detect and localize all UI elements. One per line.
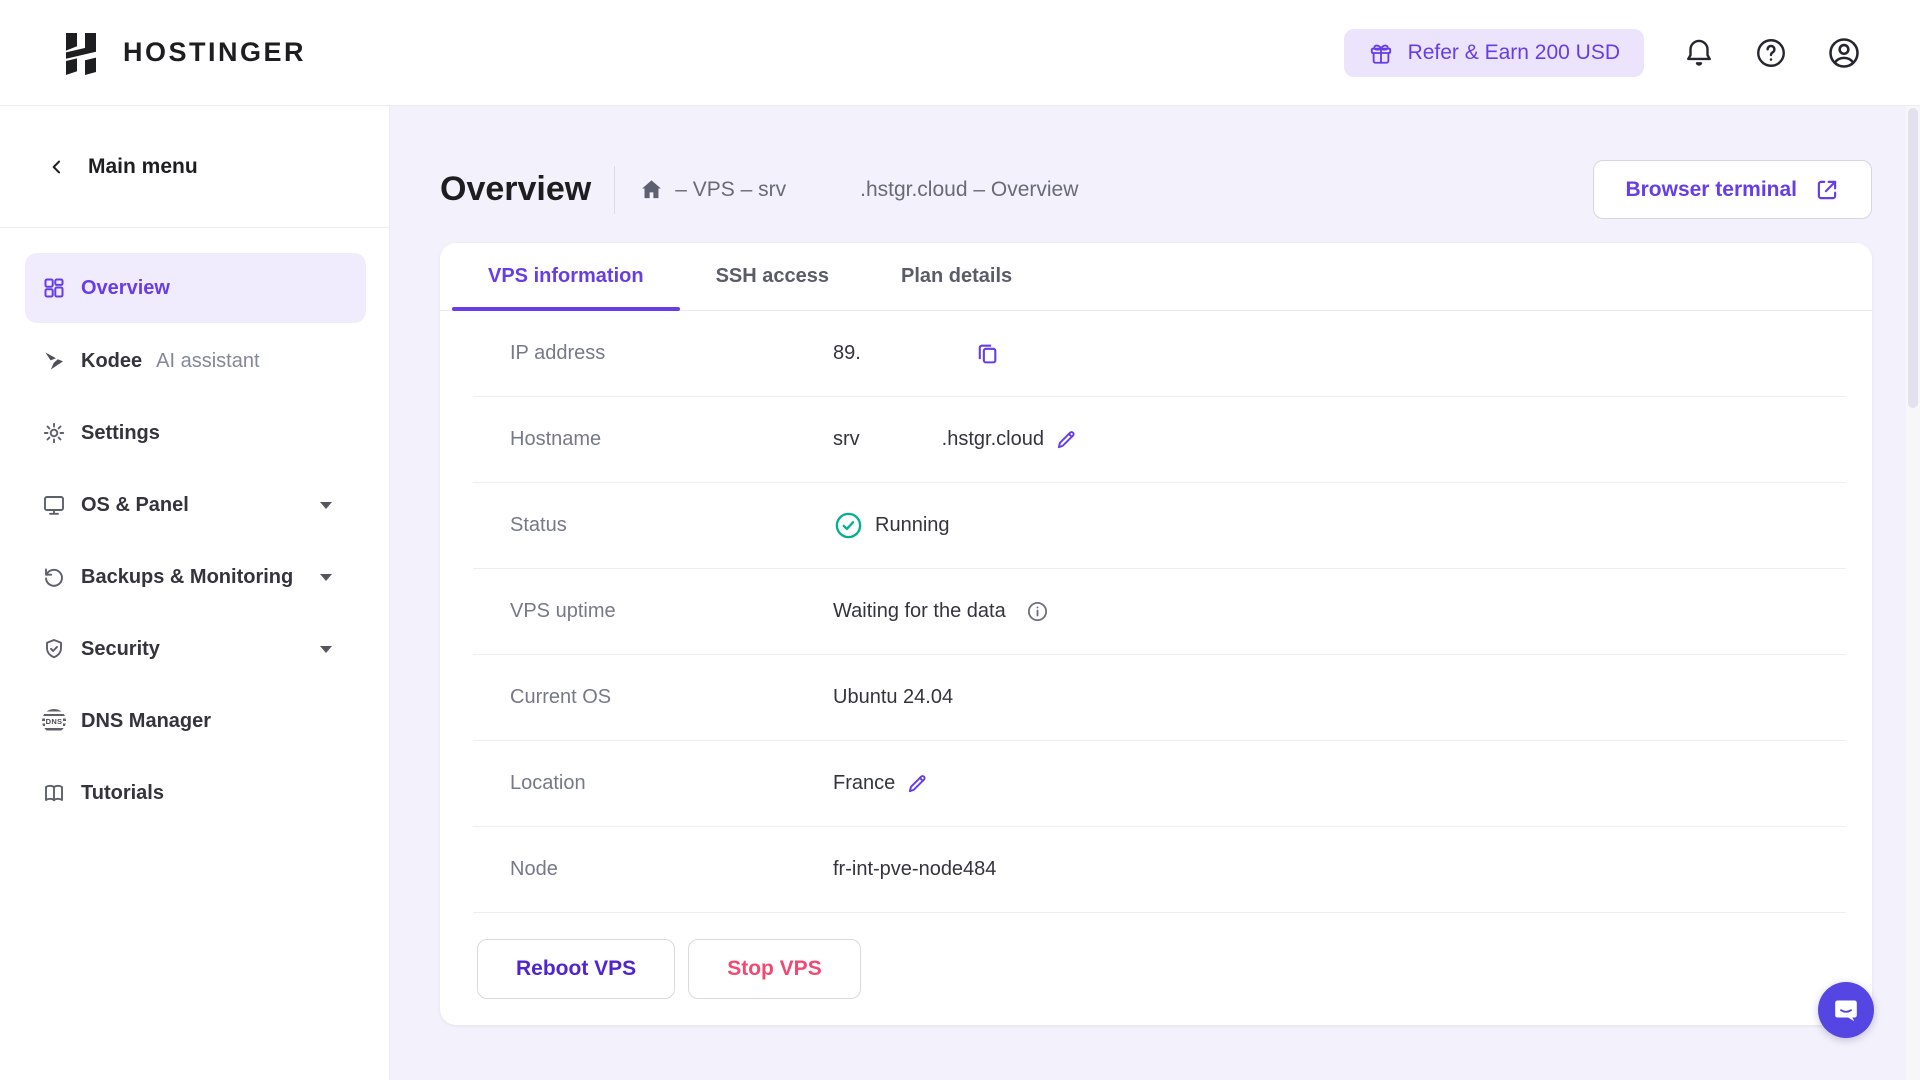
tab-bar: VPS information SSH access Plan details (440, 243, 1872, 311)
copy-icon[interactable] (975, 341, 1000, 366)
current-os-value: Ubuntu 24.04 (833, 686, 954, 708)
row-label: VPS uptime (510, 600, 616, 622)
vps-information-card: VPS information SSH access Plan details … (440, 243, 1872, 1025)
chat-bubble-icon (1831, 995, 1861, 1025)
monitor-icon (42, 493, 66, 517)
sidebar-item-label: Tutorials (81, 781, 164, 804)
hostinger-h-mark-icon (57, 29, 105, 77)
row-node: Node fr-int-pve-node484 (473, 827, 1846, 913)
row-label: IP address (510, 342, 606, 364)
main-menu-label: Main menu (88, 154, 198, 178)
row-label: Hostname (510, 428, 602, 450)
refer-earn-button[interactable]: Refer & Earn 200 USD (1343, 28, 1644, 77)
row-vps-uptime: VPS uptime Waiting for the data (473, 569, 1846, 655)
page-header: Overview – VPS – srv .hstgr.cloud – Over… (390, 106, 1920, 243)
dashboard-grid-icon (42, 276, 66, 300)
chevron-down-icon (320, 645, 332, 653)
header-divider (614, 165, 616, 214)
tab-vps-information[interactable]: VPS information (452, 243, 680, 311)
edit-pencil-icon[interactable] (1055, 428, 1078, 451)
sidebar-item-label: Kodee (81, 349, 143, 372)
browser-terminal-button[interactable]: Browser terminal (1593, 160, 1872, 219)
sidebar-item-label: Backups & Monitoring (81, 565, 294, 588)
gear-icon (42, 421, 66, 445)
node-value: fr-int-pve-node484 (833, 858, 997, 880)
breadcrumb-segment: .hstgr.cloud – Overview (860, 177, 1079, 201)
location-value: France (833, 772, 896, 794)
book-icon (42, 781, 66, 805)
account-button[interactable] (1826, 35, 1862, 71)
row-current-os: Current OS Ubuntu 24.04 (473, 655, 1846, 741)
hostinger-logo[interactable]: HOSTINGER (57, 29, 306, 77)
refer-earn-label: Refer & Earn 200 USD (1407, 40, 1620, 64)
stop-vps-button[interactable]: Stop VPS (688, 939, 861, 999)
status-value: Running (875, 514, 950, 536)
main-menu-back-link[interactable]: Main menu (0, 106, 389, 228)
info-icon[interactable] (1026, 600, 1049, 623)
profile-icon (1826, 35, 1862, 71)
row-status: Status Running (473, 483, 1846, 569)
tab-label: VPS information (488, 265, 644, 287)
tab-ssh-access[interactable]: SSH access (680, 243, 865, 310)
notifications-button[interactable] (1682, 36, 1716, 70)
row-label: Location (510, 772, 586, 794)
shield-check-icon (42, 637, 66, 661)
sidebar-item-backups-monitoring[interactable]: Backups & Monitoring (25, 541, 366, 613)
help-button[interactable] (1754, 36, 1788, 70)
sidebar-item-label: Settings (81, 421, 160, 444)
tab-label: SSH access (715, 265, 829, 287)
bell-icon (1682, 36, 1716, 70)
external-link-icon (1814, 177, 1840, 203)
question-mark-icon (1754, 36, 1788, 70)
card-actions: Reboot VPS Stop VPS (440, 913, 1872, 999)
reboot-vps-button[interactable]: Reboot VPS (477, 939, 676, 999)
edit-pencil-icon[interactable] (906, 772, 929, 795)
row-label: Status (510, 514, 567, 536)
restore-icon (42, 565, 66, 589)
uptime-value: Waiting for the data (833, 600, 1006, 622)
ip-address-value: 89. (833, 342, 861, 364)
tab-plan-details[interactable]: Plan details (865, 243, 1048, 310)
hostname-prefix: srv (833, 428, 860, 450)
row-hostname: Hostname srv .hstgr.cloud (473, 397, 1846, 483)
sidebar-nav: Overview Kodee AI assistant Settings (0, 228, 389, 829)
sidebar-item-label: OS & Panel (81, 493, 189, 516)
sidebar-item-label: DNS Manager (81, 709, 212, 732)
breadcrumb: – VPS – srv .hstgr.cloud – Overview (639, 177, 1078, 202)
sidebar-item-os-panel[interactable]: OS & Panel (25, 469, 366, 541)
chevron-left-icon (47, 157, 67, 177)
gift-icon (1368, 40, 1394, 66)
sidebar-item-overview[interactable]: Overview (25, 253, 366, 323)
page-title: Overview (440, 170, 592, 208)
chevron-down-icon (320, 573, 332, 581)
scrollbar-thumb[interactable] (1908, 108, 1918, 408)
sidebar-item-settings[interactable]: Settings (25, 397, 366, 469)
dns-globe-icon: DNS (42, 709, 66, 733)
sidebar-item-sublabel: AI assistant (156, 349, 260, 372)
top-header: HOSTINGER Refer & Earn 200 USD (0, 0, 1920, 106)
sidebar-item-label: Overview (81, 276, 170, 299)
sidebar: Main menu Overview Kodee AI a (0, 106, 390, 1080)
hostname-suffix: .hstgr.cloud (941, 428, 1044, 450)
sidebar-item-tutorials[interactable]: Tutorials (25, 757, 366, 829)
check-circle-icon (833, 510, 864, 541)
brand-name: HOSTINGER (123, 37, 307, 67)
browser-terminal-label: Browser terminal (1625, 177, 1797, 201)
row-location: Location France (473, 741, 1846, 827)
row-label: Current OS (510, 686, 612, 708)
row-ip-address: IP address 89. (473, 311, 1846, 397)
kodee-icon (42, 349, 66, 373)
chat-widget-button[interactable] (1818, 982, 1874, 1038)
row-label: Node (510, 858, 558, 880)
sidebar-item-security[interactable]: Security (25, 613, 366, 685)
breadcrumb-segment: – VPS – srv (675, 177, 787, 201)
tab-label: Plan details (901, 265, 1013, 287)
chevron-down-icon (320, 501, 332, 509)
home-icon[interactable] (639, 177, 664, 202)
sidebar-item-label: Security (81, 637, 160, 660)
scrollbar-track (1906, 106, 1920, 1080)
sidebar-item-dns-manager[interactable]: DNS DNS Manager (25, 685, 366, 757)
sidebar-item-kodee[interactable]: Kodee AI assistant (25, 325, 366, 397)
main-content: Overview – VPS – srv .hstgr.cloud – Over… (390, 106, 1920, 1080)
